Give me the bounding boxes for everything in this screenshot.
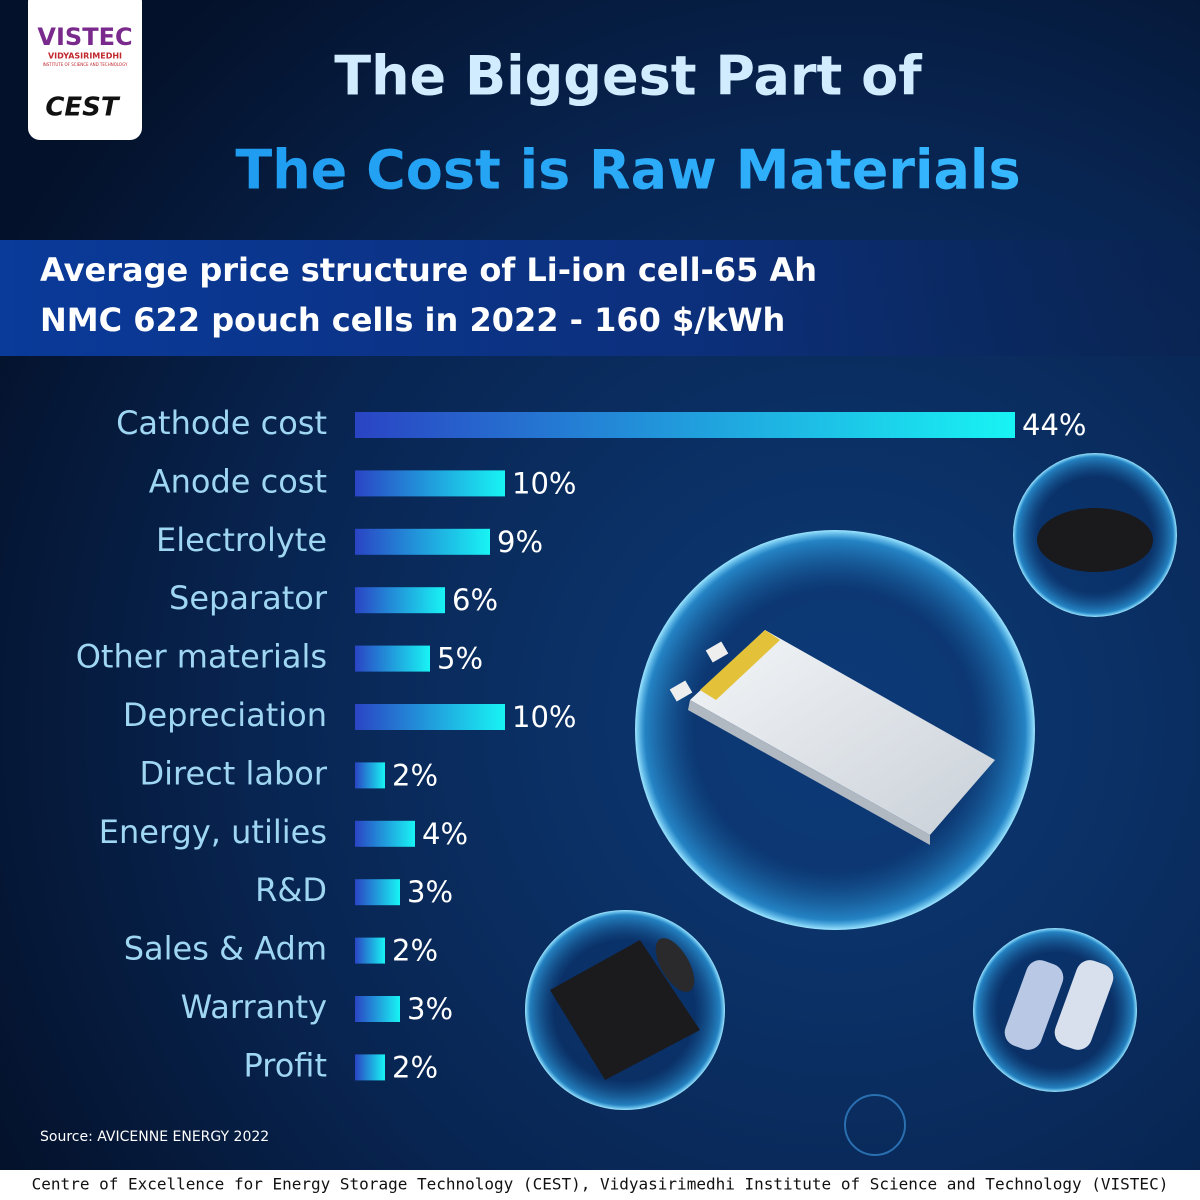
category-label: Sales & Adm (124, 930, 327, 968)
category-label: Energy, utilies (99, 813, 327, 851)
bar (355, 762, 385, 789)
category-label: Profit (244, 1046, 327, 1084)
subtitle-line: NMC 622 pouch cells in 2022 - 160 $/kWh (40, 301, 785, 339)
logo-mark: CEST (45, 93, 121, 123)
category-label: Electrolyte (156, 521, 327, 559)
footer-strip (0, 1170, 1200, 1200)
value-label: 2% (392, 1050, 438, 1084)
logo-line: INSTITUTE OF SCIENCE AND TECHNOLOGY (43, 62, 128, 67)
bar (355, 820, 415, 847)
logo-name: VISTEC (37, 23, 132, 51)
bar (355, 587, 445, 614)
title-line: The Cost is Raw Materials (235, 139, 1020, 202)
bar (355, 470, 505, 497)
bar (355, 1054, 385, 1081)
category-label: Direct labor (139, 754, 327, 792)
value-label: 2% (392, 934, 438, 968)
bar-chart: Cathode cost 44% Anode cost 10% Electrolyte 9… (76, 404, 1087, 1084)
value-label: 3% (407, 992, 453, 1026)
value-label: 3% (407, 875, 453, 909)
category-label: Separator (169, 579, 328, 617)
copper-foil (1004, 960, 1114, 1050)
value-label: 5% (437, 642, 483, 676)
category-label: Cathode cost (116, 404, 327, 442)
bar (355, 937, 385, 964)
category-label: Depreciation (123, 696, 327, 734)
logo-line: VIDYASIRIMEDHI (48, 52, 122, 61)
bar (355, 879, 400, 906)
subtitle-band (0, 240, 1200, 356)
deco-circle (844, 1094, 906, 1156)
foil-orb (973, 928, 1137, 1092)
value-label: 4% (422, 817, 468, 851)
bar (355, 412, 1015, 438)
bar (355, 704, 505, 730)
footer: Centre of Excellence for Energy Storage … (32, 1175, 1169, 1194)
category-label: Warranty (181, 988, 327, 1026)
value-label: 10% (512, 466, 576, 500)
value-label: 2% (392, 758, 438, 792)
anode-powder (1037, 508, 1153, 572)
logo-box (28, 0, 142, 140)
value-label: 9% (497, 525, 543, 559)
category-label: Other materials (76, 638, 327, 676)
category-label: R&D (255, 871, 327, 909)
value-label: 6% (452, 583, 498, 617)
value-label: 44% (1022, 408, 1086, 442)
title-line: The Biggest Part of (334, 45, 922, 108)
bar (355, 996, 400, 1022)
subtitle-line: Average price structure of Li-ion cell-6… (40, 251, 817, 289)
category-label: Anode cost (149, 462, 327, 500)
bar (355, 528, 490, 555)
value-label: 10% (512, 700, 576, 734)
separator-roll (550, 938, 700, 1080)
bar (355, 645, 430, 672)
pouch-cell (669, 630, 995, 845)
source: Source: AVICENNE ENERGY 2022 (40, 1129, 269, 1145)
